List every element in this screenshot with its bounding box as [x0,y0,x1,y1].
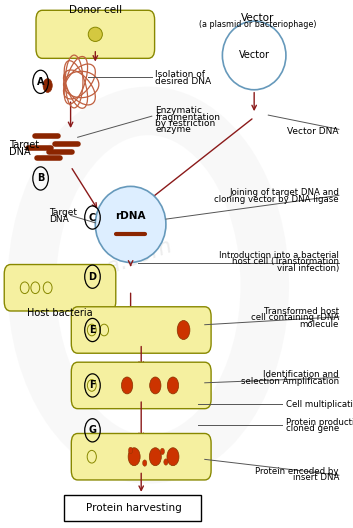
Circle shape [128,448,140,466]
FancyBboxPatch shape [71,307,211,353]
Text: Introduction into a bacterial: Introduction into a bacterial [219,251,339,260]
Text: E: E [89,325,96,335]
Text: (a plasmid or bacteriophage): (a plasmid or bacteriophage) [199,20,316,29]
Text: cloned gene: cloned gene [286,424,339,433]
Text: Vector: Vector [241,13,274,23]
Circle shape [160,448,164,455]
FancyBboxPatch shape [36,10,155,58]
Text: cloning vector by DNA ligase: cloning vector by DNA ligase [214,195,339,204]
Ellipse shape [88,27,102,41]
Text: Target: Target [49,208,77,217]
Circle shape [128,447,133,454]
Text: by restriction: by restriction [155,119,216,128]
Text: Vector DNA: Vector DNA [287,127,339,137]
Text: Protein production from: Protein production from [286,418,353,427]
FancyBboxPatch shape [71,433,211,480]
Circle shape [150,377,161,394]
Ellipse shape [95,186,166,262]
Circle shape [167,377,179,394]
Text: selection Amplification: selection Amplification [241,376,339,386]
Ellipse shape [222,21,286,90]
Circle shape [43,79,52,92]
Text: shaalaa.com: shaalaa.com [36,236,175,303]
Text: fragmentation: fragmentation [155,112,220,122]
Text: Cell multiplication: Cell multiplication [286,400,353,409]
Text: insert DNA: insert DNA [293,473,339,483]
Text: Vector: Vector [239,51,270,60]
Text: F: F [89,381,96,390]
Circle shape [143,460,147,466]
Text: DNA: DNA [49,214,69,224]
Text: rDNA: rDNA [115,212,146,221]
Text: Host bacteria: Host bacteria [27,308,93,318]
Text: host cell (Transformation: host cell (Transformation [232,257,339,267]
FancyBboxPatch shape [4,265,116,311]
Text: Joining of target DNA and: Joining of target DNA and [229,188,339,197]
Text: G: G [89,426,96,435]
Text: Target: Target [9,140,39,149]
Text: desired DNA: desired DNA [155,77,211,87]
FancyBboxPatch shape [64,495,201,521]
Circle shape [167,448,179,466]
FancyBboxPatch shape [71,362,211,409]
Text: Isolation of: Isolation of [155,70,205,80]
Text: B: B [37,174,44,183]
Text: Transformed host: Transformed host [264,307,339,316]
Text: D: D [89,272,96,281]
Circle shape [149,448,161,466]
Text: molecule: molecule [299,319,339,329]
Text: Donor cell: Donor cell [69,5,122,14]
Circle shape [121,377,133,394]
Text: Identification and: Identification and [263,370,339,380]
Text: viral infection): viral infection) [277,263,339,273]
Circle shape [164,459,168,465]
Text: Enzymatic: Enzymatic [155,106,202,116]
Text: Protein encoded by: Protein encoded by [255,467,339,476]
Text: cell containing rDNA: cell containing rDNA [251,313,339,323]
Text: A: A [37,77,44,87]
Circle shape [177,320,190,340]
Text: C: C [89,213,96,222]
Text: Protein harvesting: Protein harvesting [86,503,182,513]
Text: DNA: DNA [9,147,30,156]
Text: enzyme: enzyme [155,125,191,135]
